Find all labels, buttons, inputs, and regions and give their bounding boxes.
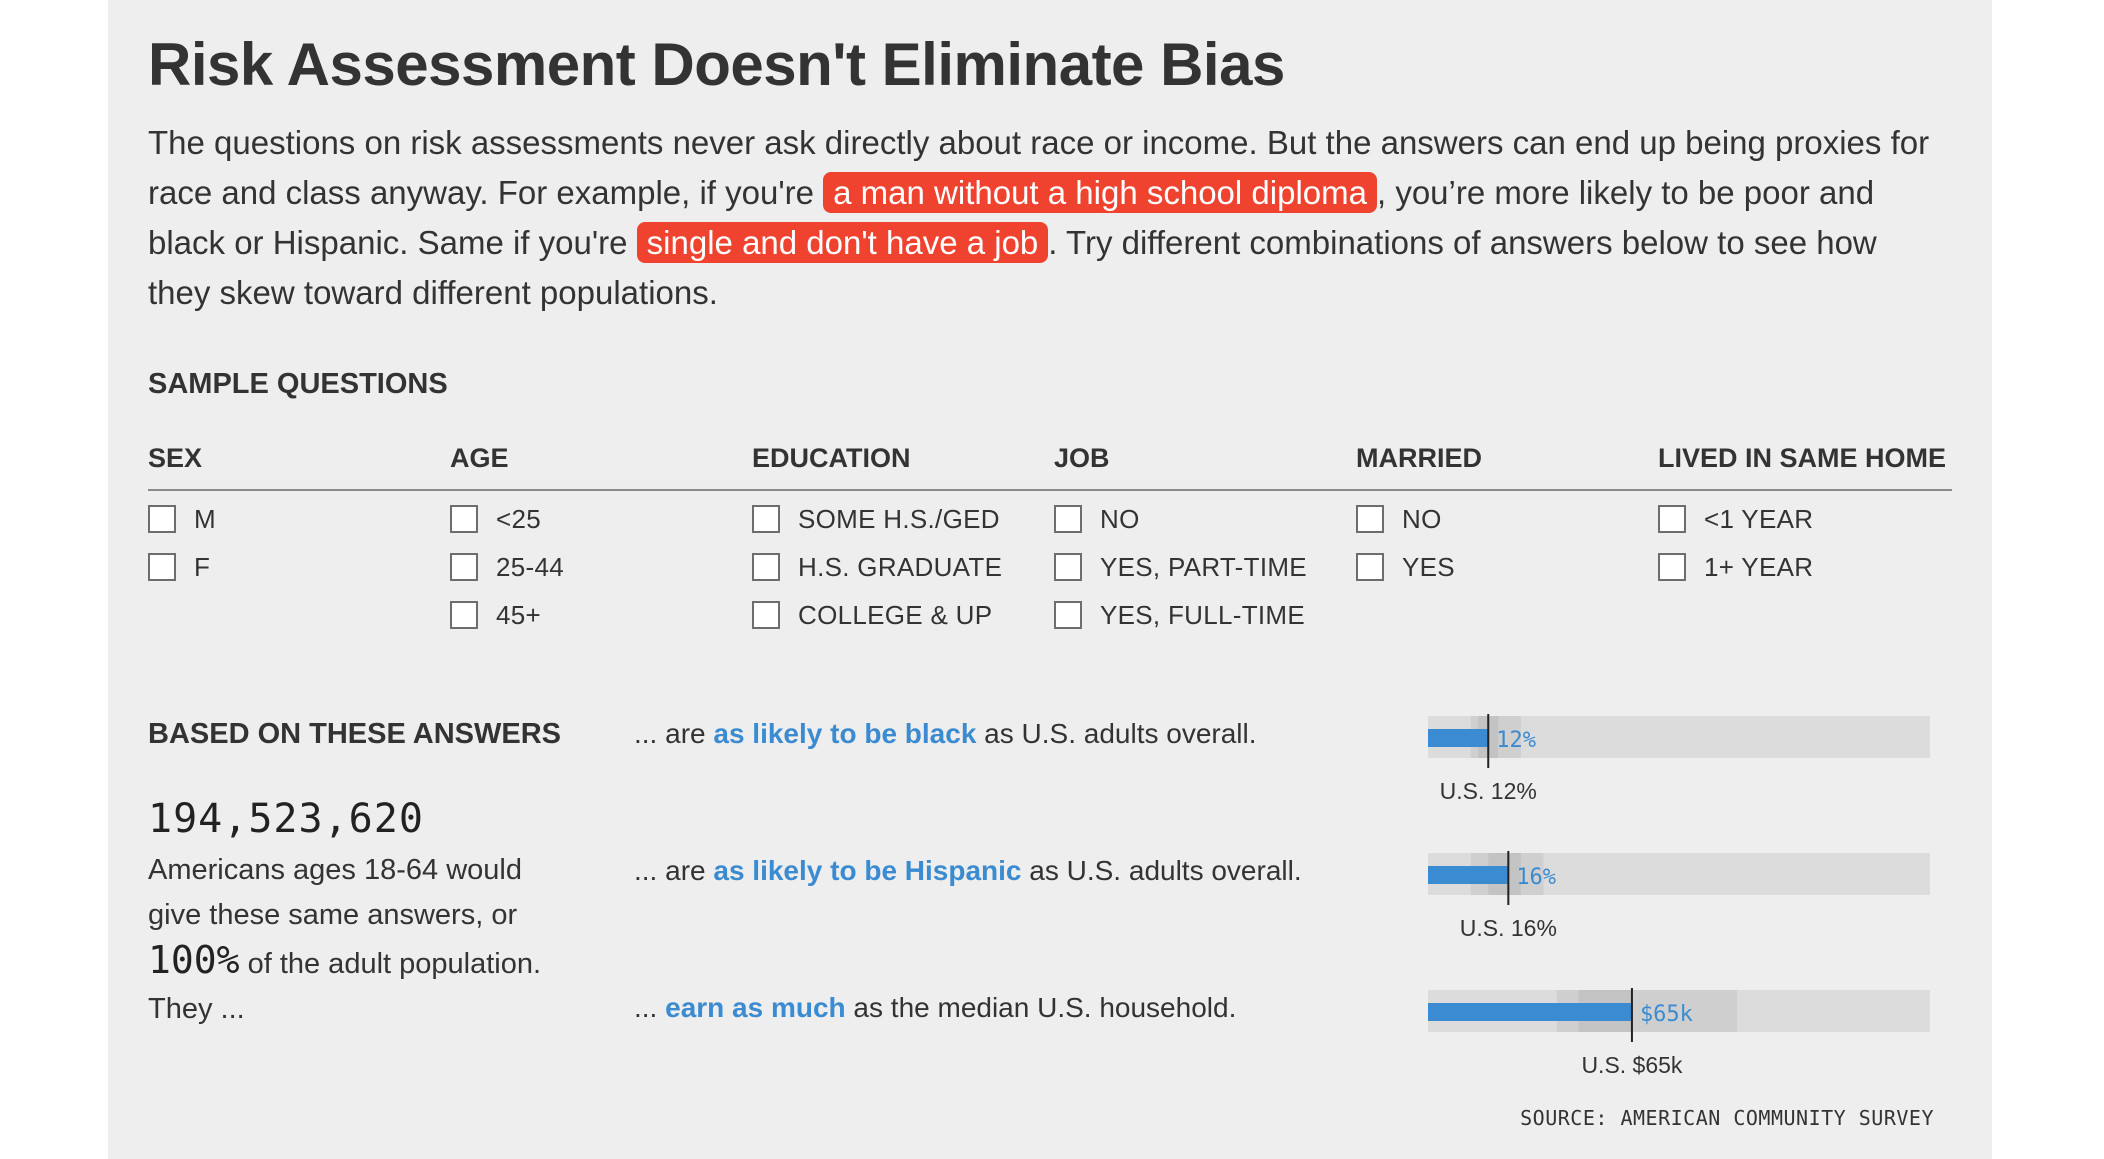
statement-emphasis: as likely to be black	[713, 718, 977, 749]
answer-label: M	[194, 503, 216, 534]
page-title: Risk Assessment Doesn't Eliminate Bias	[148, 31, 1285, 98]
intro-text-3: . Try different combinations of answers …	[148, 224, 1877, 311]
population-count: 194,523,620	[148, 796, 424, 842]
answer-checkbox[interactable]	[450, 601, 478, 629]
answer-label: COLLEGE & UP	[798, 599, 993, 630]
bullet-reference-label: U.S. 12%	[1440, 778, 1537, 804]
question-header: MARRIED	[1356, 443, 1482, 473]
bullet-value-bar	[1428, 866, 1509, 884]
answer-checkbox[interactable]	[1658, 553, 1686, 581]
highlight-example-1[interactable]: a man without a high school diploma	[823, 172, 1377, 213]
statement-black: ... are as likely to be black as U.S. ad…	[634, 718, 1257, 750]
answer-option[interactable]: F	[148, 543, 438, 591]
answer-option[interactable]: NO	[1356, 495, 1646, 543]
graphic-card: Risk Assessment Doesn't Eliminate Bias T…	[108, 0, 1992, 1159]
answer-option[interactable]: <25	[450, 495, 740, 543]
highlight-example-2[interactable]: single and don't have a job	[636, 222, 1049, 263]
statement-prefix: ...	[634, 992, 666, 1023]
answer-checkbox[interactable]	[752, 553, 780, 581]
questions-divider	[148, 489, 1952, 491]
statement-prefix: ... are	[634, 718, 714, 749]
population-percent: 100%	[148, 938, 240, 982]
answer-label: H.S. GRADUATE	[798, 551, 1003, 582]
answer-option[interactable]: 45+	[450, 591, 740, 639]
intro-text-2: , you’re more likely to be poor and blac…	[148, 174, 1875, 261]
source-note: SOURCE: AMERICAN COMMUNITY SURVEY	[1520, 1106, 1934, 1130]
answer-checkbox[interactable]	[148, 553, 176, 581]
answer-checkbox[interactable]	[752, 601, 780, 629]
question-column: JOB NO YES, PART-TIME YES, FULL-TIME	[1054, 440, 1344, 639]
bullet-value-label: 16%	[1516, 865, 1556, 890]
question-column: LIVED IN SAME HOME <1 YEAR 1+ YEAR	[1658, 440, 1948, 591]
answer-option[interactable]: YES, PART-TIME	[1054, 543, 1344, 591]
question-column: EDUCATION SOME H.S./GED H.S. GRADUATE COLLE…	[752, 440, 1042, 639]
statement-suffix: as U.S. adults overall.	[976, 718, 1257, 749]
statement-emphasis: as likely to be Hispanic	[713, 855, 1022, 886]
answer-option[interactable]: 25-44	[450, 543, 740, 591]
sample-questions-heading: SAMPLE QUESTIONS	[148, 368, 448, 400]
answer-checkbox[interactable]	[1356, 505, 1384, 533]
answer-label: <1 YEAR	[1704, 503, 1814, 534]
question-column: SEX M F	[148, 440, 438, 591]
answer-option[interactable]: SOME H.S./GED	[752, 495, 1042, 543]
intro-paragraph: The questions on risk assessments never …	[148, 118, 1938, 318]
answer-label: NO	[1100, 503, 1140, 534]
answer-checkbox[interactable]	[450, 505, 478, 533]
bullet-reference-label: U.S. $65k	[1581, 1052, 1682, 1078]
answer-label: SOME H.S./GED	[798, 503, 1000, 534]
bullet-value-bar	[1428, 1003, 1632, 1021]
description-text-2: of the adult population. They ...	[148, 948, 542, 1025]
answer-option[interactable]: YES, FULL-TIME	[1054, 591, 1344, 639]
statement-hispanic: ... are as likely to be Hispanic as U.S.…	[634, 855, 1302, 887]
question-header: SEX	[148, 443, 203, 473]
description-text-1: Americans ages 18-64 would give these sa…	[148, 854, 522, 931]
statement-emphasis: earn as much	[665, 992, 846, 1023]
answer-label: YES	[1402, 551, 1455, 582]
bullet-charts: 12% U.S. 12% 16% U.S. 16% $65k U.S. $65k	[1428, 714, 1930, 1078]
answer-option[interactable]: COLLEGE & UP	[752, 591, 1042, 639]
statement-suffix: as U.S. adults overall.	[1021, 855, 1302, 886]
question-header: JOB	[1054, 443, 1110, 473]
answer-checkbox[interactable]	[148, 505, 176, 533]
question-header: LIVED IN SAME HOME	[1658, 443, 1947, 473]
answer-option[interactable]: H.S. GRADUATE	[752, 543, 1042, 591]
question-column: MARRIED NO YES	[1356, 440, 1646, 591]
answer-label: NO	[1402, 503, 1442, 534]
statement-suffix: as the median U.S. household.	[845, 992, 1237, 1023]
answer-checkbox[interactable]	[752, 505, 780, 533]
answer-label: <25	[496, 503, 542, 534]
bullet-reference-label: U.S. 16%	[1460, 915, 1557, 941]
results-heading: BASED ON THESE ANSWERS	[148, 718, 562, 750]
answer-option[interactable]: 1+ YEAR	[1658, 543, 1948, 591]
answer-label: F	[194, 551, 211, 582]
answer-checkbox[interactable]	[1054, 601, 1082, 629]
question-column: AGE <25 25-44 45+	[450, 440, 740, 639]
answer-checkbox[interactable]	[1356, 553, 1384, 581]
population-description: Americans ages 18-64 would give these sa…	[148, 848, 578, 1032]
answer-checkbox[interactable]	[450, 553, 478, 581]
answer-checkbox[interactable]	[1054, 553, 1082, 581]
bullet-value-bar	[1428, 729, 1489, 747]
answer-option[interactable]: YES	[1356, 543, 1646, 591]
answer-option[interactable]: <1 YEAR	[1658, 495, 1948, 543]
answer-checkbox[interactable]	[1658, 505, 1686, 533]
answer-checkbox[interactable]	[1054, 505, 1082, 533]
answer-option[interactable]: M	[148, 495, 438, 543]
statement-income: ... earn as much as the median U.S. hous…	[634, 992, 1236, 1024]
answer-option[interactable]: NO	[1054, 495, 1344, 543]
answer-label: 25-44	[496, 551, 564, 582]
answer-label: YES, FULL-TIME	[1100, 599, 1306, 630]
answer-label: YES, PART-TIME	[1100, 551, 1307, 582]
statement-prefix: ... are	[634, 855, 714, 886]
intro-text-1: The questions on risk assessments never …	[148, 124, 1930, 211]
bullet-value-label: 12%	[1496, 728, 1536, 753]
answer-label: 45+	[496, 599, 542, 630]
question-header: EDUCATION	[752, 443, 911, 473]
question-header: AGE	[450, 443, 509, 473]
bullet-value-label: $65k	[1640, 1002, 1693, 1027]
answer-label: 1+ YEAR	[1704, 551, 1814, 582]
